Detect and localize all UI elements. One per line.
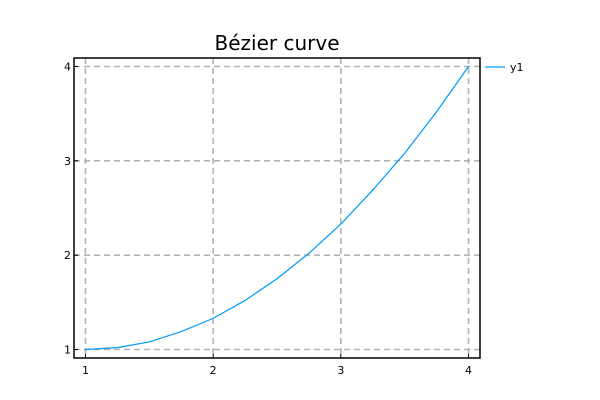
y-tick-label: 3 [64, 155, 71, 168]
grid-lines [74, 58, 480, 358]
x-tick-label: 3 [337, 364, 344, 377]
y-tick-label: 4 [64, 60, 71, 73]
legend: y1 [485, 61, 524, 74]
series-line-y1 [84, 65, 470, 351]
plot-background [74, 58, 480, 358]
y-tick-label: 2 [64, 249, 71, 262]
chart-title: Bézier curve [215, 31, 340, 55]
x-tick-label: 4 [465, 364, 472, 377]
legend-label: y1 [510, 61, 524, 74]
y-tick-label: 1 [64, 344, 71, 357]
x-tick-label: 2 [210, 364, 217, 377]
x-tick-label: 1 [82, 364, 89, 377]
plot-frame [73, 57, 481, 359]
series-layer [84, 65, 470, 351]
axis-ticks: 1 2 3 4 1 2 3 4 [64, 60, 472, 377]
